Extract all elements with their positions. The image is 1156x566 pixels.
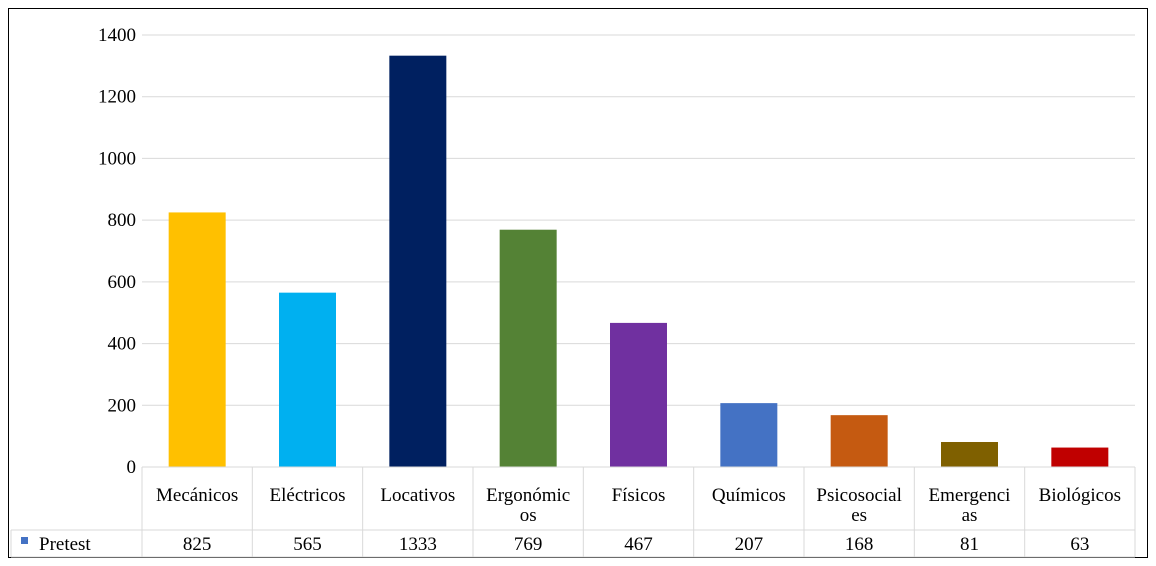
- y-tick-label: 0: [127, 457, 137, 478]
- category-label: Físicos: [612, 485, 666, 506]
- y-tick-label: 1000: [98, 148, 136, 169]
- table-value-cell: 565: [293, 534, 322, 555]
- y-axis: 0 200 400 600 800 1000 1200 1400: [98, 25, 136, 478]
- chart-frame: 0 200 400 600 800 1000 1200 1400 Mecánicos Eléct…: [8, 8, 1148, 558]
- bar: [830, 415, 888, 467]
- table-value-cell: 168: [845, 534, 874, 555]
- category-label: Ergonómic: [486, 485, 570, 506]
- table-value-cell: 81: [960, 534, 979, 555]
- bar-chart: 0 200 400 600 800 1000 1200 1400 Mecánicos Eléct…: [10, 25, 1136, 558]
- y-tick-label: 800: [108, 210, 137, 231]
- category-label: as: [962, 505, 978, 526]
- category-label: Locativos: [380, 485, 455, 506]
- category-label: Químicos: [712, 485, 786, 506]
- y-tick-label: 1400: [98, 25, 136, 46]
- category-label: es: [851, 505, 867, 526]
- table-value-cell: 1333: [399, 534, 437, 555]
- legend-marker: [21, 537, 28, 544]
- category-label: os: [520, 505, 537, 526]
- y-tick-label: 400: [108, 334, 137, 355]
- table-value-cell: 207: [735, 534, 764, 555]
- table-value-cell: 63: [1070, 534, 1089, 555]
- y-tick-label: 600: [108, 272, 137, 293]
- category-label: Biológicos: [1039, 485, 1121, 506]
- bars: [168, 55, 1109, 467]
- bar: [168, 212, 226, 467]
- table-value-cell: 825: [183, 534, 212, 555]
- category-label: Mecánicos: [156, 485, 238, 506]
- table-value-cell: 769: [514, 534, 543, 555]
- y-tick-label: 1200: [98, 87, 136, 108]
- category-label: Emergenci: [929, 485, 1011, 506]
- bar: [1051, 447, 1109, 467]
- category-label: Psicosocial: [816, 485, 902, 506]
- bar: [610, 322, 667, 467]
- bar: [720, 403, 778, 467]
- category-label: Eléctricos: [270, 485, 346, 506]
- y-tick-label: 200: [108, 395, 137, 416]
- table-value-cell: 467: [624, 534, 653, 555]
- series-label: Pretest: [39, 534, 91, 555]
- bar: [941, 442, 998, 467]
- bar: [499, 229, 557, 467]
- bar: [389, 55, 447, 467]
- bar: [279, 292, 336, 467]
